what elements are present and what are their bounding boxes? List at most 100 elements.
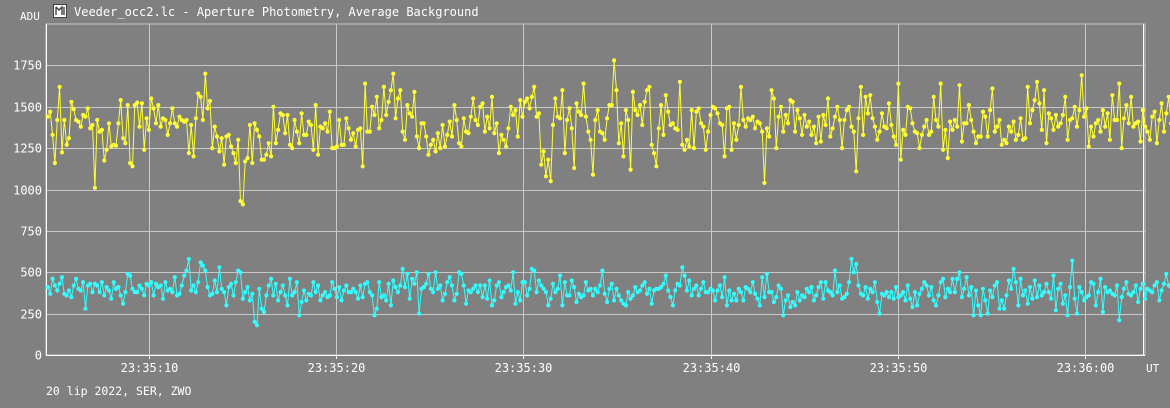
data-point	[964, 275, 969, 280]
data-point	[386, 281, 391, 286]
data-point	[696, 293, 701, 298]
data-point	[128, 160, 133, 166]
data-point	[980, 286, 986, 291]
x-tick-label: 23:36:00	[1057, 361, 1115, 375]
data-point	[325, 129, 330, 134]
data-point	[1164, 111, 1169, 116]
data-point	[184, 268, 189, 273]
y-tick-label: 750	[20, 225, 42, 239]
data-point	[468, 114, 473, 119]
data-point	[769, 88, 774, 93]
data-point	[971, 129, 976, 134]
data-point	[795, 108, 800, 113]
data-point	[480, 295, 485, 300]
data-point	[294, 280, 299, 285]
data-point	[790, 299, 795, 305]
data-point	[694, 109, 699, 114]
data-point	[877, 129, 882, 134]
data-point	[630, 89, 636, 94]
data-point	[858, 84, 864, 89]
data-point	[1140, 281, 1145, 286]
data-point	[785, 121, 791, 126]
data-point	[405, 271, 410, 276]
data-point	[691, 286, 697, 291]
data-point	[607, 286, 612, 291]
data-point	[1131, 290, 1136, 295]
data-point	[1027, 285, 1033, 290]
data-point	[938, 81, 943, 86]
data-point	[1002, 137, 1007, 142]
data-point	[313, 103, 318, 108]
data-point	[689, 108, 694, 113]
data-point	[602, 291, 607, 296]
data-point	[933, 117, 939, 123]
data-point	[978, 134, 983, 139]
window-title-bar: Veeder_occ2.lc - Aperture Photometry, Av…	[0, 0, 1170, 24]
data-point	[205, 106, 210, 111]
data-point	[247, 298, 252, 303]
data-point	[605, 116, 610, 121]
data-point	[106, 288, 112, 293]
data-point	[1009, 129, 1014, 134]
data-point	[673, 288, 678, 293]
data-point	[898, 293, 903, 298]
data-point	[717, 283, 723, 288]
data-point	[1025, 84, 1030, 89]
data-point	[475, 122, 480, 128]
data-point	[828, 134, 833, 139]
data-point	[217, 265, 222, 270]
data-point	[76, 119, 81, 124]
data-point	[1154, 141, 1159, 146]
data-point	[170, 106, 175, 111]
data-point	[755, 296, 760, 301]
data-point	[440, 122, 445, 128]
data-point	[175, 124, 180, 129]
data-point	[948, 119, 953, 124]
data-point	[659, 285, 664, 290]
data-point	[1154, 280, 1159, 285]
data-point	[597, 283, 603, 288]
data-point	[541, 149, 546, 154]
data-point	[1044, 281, 1049, 286]
data-point	[677, 79, 683, 84]
data-point	[774, 295, 779, 300]
data-point	[459, 144, 464, 149]
data-point	[1159, 101, 1164, 106]
data-point	[243, 159, 248, 164]
data-point	[666, 109, 671, 114]
data-point	[449, 283, 455, 288]
data-point	[1046, 111, 1051, 116]
data-point	[736, 122, 741, 128]
data-point	[666, 288, 671, 293]
data-point	[619, 121, 624, 126]
data-point	[285, 112, 290, 118]
data-point	[316, 283, 321, 288]
data-point	[1032, 278, 1037, 283]
data-point	[823, 122, 828, 128]
data-point	[901, 290, 906, 295]
data-point	[1037, 283, 1042, 288]
data-point	[966, 103, 972, 108]
x-tick-label: 23:35:50	[870, 361, 928, 375]
data-point	[339, 298, 344, 303]
data-point	[334, 295, 339, 300]
data-point	[57, 281, 62, 286]
data-point	[976, 303, 981, 308]
data-point	[471, 96, 476, 101]
data-point	[254, 127, 260, 132]
data-point	[713, 298, 718, 303]
chart-tick-labels: 0 250 500 750 1000 1250 1500 1750 23:35:10 23:35:…	[13, 10, 1160, 375]
data-point	[348, 290, 354, 295]
data-point	[158, 124, 163, 129]
data-point	[97, 290, 102, 295]
data-point	[377, 280, 382, 285]
data-point	[760, 129, 765, 134]
data-point	[172, 121, 177, 126]
data-point	[870, 290, 875, 295]
data-point	[1030, 108, 1035, 113]
data-point	[1086, 144, 1091, 149]
data-point	[675, 127, 680, 132]
data-point	[1110, 93, 1115, 98]
data-point	[1114, 117, 1120, 123]
data-point	[323, 121, 328, 126]
